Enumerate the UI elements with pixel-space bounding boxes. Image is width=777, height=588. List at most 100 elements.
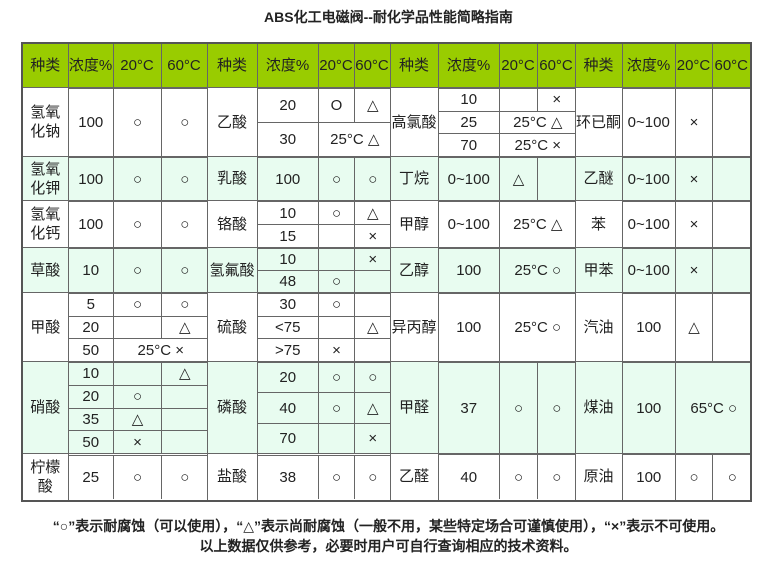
chemical-name: 氢氧化钙 — [21, 200, 69, 248]
rating-60c-cell — [161, 407, 208, 431]
value-row: 25 ○ ○ — [68, 454, 208, 499]
rating-20c-cell: ○ — [318, 157, 355, 200]
chemical-name: 盐酸 — [206, 453, 258, 501]
header-type: 种类 — [206, 42, 258, 88]
chemical-values: 37 ○ ○ — [437, 361, 576, 454]
chemical-name: 乳酸 — [206, 156, 258, 201]
concentration-cell: 70 — [438, 133, 500, 156]
chemical-name: 铬酸 — [206, 200, 258, 248]
rating-60c-cell — [712, 88, 752, 156]
chemical-values: 10 × 25 25°C △ 70 25°C × — [437, 87, 576, 157]
chemical-name: 氢氧化钠 — [21, 87, 69, 157]
values-subtable: 100 ○ ○ — [68, 157, 208, 200]
rating-20c-cell: × — [675, 248, 713, 292]
value-row: 100 △ — [622, 293, 752, 361]
rating-20c-cell — [318, 422, 355, 453]
header-concentration: 浓度% — [621, 42, 676, 88]
concentration-cell: 50 — [68, 338, 114, 361]
chemical-values: 100 ○ ○ — [67, 156, 208, 201]
chemical-name: 乙酸 — [206, 87, 258, 157]
chemical-name: 甲醛 — [389, 361, 439, 454]
value-row: 15 × — [257, 224, 391, 247]
chemical-values: 20 O △ 30 25°C △ — [256, 87, 391, 157]
chemical-values: 100 ○ ○ — [67, 87, 208, 157]
table-row: 氢氧化钙 100 ○ ○ 铬酸 10 ○ △ 15 × 甲醇 0~100 25°C △ 苯 0~100 × — [21, 200, 752, 248]
rating-20c-cell: ○ — [499, 362, 538, 453]
value-row: 20 △ — [68, 315, 208, 339]
rating-60c-cell: ○ — [354, 454, 391, 499]
temperature-merged-cell: 25°C × — [499, 133, 576, 156]
chemical-values: 100 △ — [621, 292, 752, 362]
value-row: 100 25°C ○ — [438, 293, 576, 361]
concentration-cell: 25 — [68, 454, 114, 499]
chemical-values: 25 ○ ○ — [67, 453, 208, 501]
rating-60c-cell: ○ — [161, 88, 208, 156]
rating-20c-cell: ○ — [318, 293, 355, 317]
chemical-name: 甲苯 — [574, 247, 623, 293]
chemical-values: 0~100 × — [621, 247, 752, 293]
chemical-name: 苯 — [574, 200, 623, 248]
rating-20c-cell: × — [675, 88, 713, 156]
rating-60c-cell: △ — [354, 200, 391, 225]
value-row: 10 ○ ○ — [68, 248, 208, 292]
table-row: 硝酸 10 △ 20 ○ 35 △ 50 × 磷酸 20 ○ ○ 40 ○ △ 70 × 甲醛 37 ○ ○ 煤油 100 65… — [21, 361, 752, 454]
value-row: 0~100 × — [622, 88, 752, 156]
temperature-merged-cell: 25°C △ — [499, 110, 576, 134]
chemical-values: 0~100 × — [621, 87, 752, 157]
concentration-cell: 10 — [438, 88, 500, 112]
header-60c: 60°C — [711, 42, 752, 88]
temperature-merged-cell: 25°C ○ — [499, 293, 576, 361]
values-subtable: 0~100 × — [622, 248, 752, 292]
concentration-cell: 10 — [257, 200, 319, 225]
rating-60c-cell: △ — [161, 362, 208, 386]
chemical-name: 草酸 — [21, 247, 69, 293]
rating-20c-cell: ○ — [113, 201, 162, 247]
header-type: 种类 — [574, 42, 623, 88]
values-subtable: 100 25°C ○ — [438, 248, 576, 292]
rating-60c-cell — [354, 338, 391, 361]
rating-20c-cell: ○ — [113, 157, 162, 200]
rating-60c-cell: × — [354, 247, 391, 271]
chemical-name: 异丙醇 — [389, 292, 439, 362]
values-subtable: 0~100 △ — [438, 157, 576, 200]
chemical-name: 硫酸 — [206, 292, 258, 362]
legend-text: “○”表示耐腐蚀（可以使用），“△”表示尚耐腐蚀（一般不用，某些特定场合可谨慎使… — [52, 518, 725, 534]
rating-60c-cell: ○ — [354, 361, 391, 393]
concentration-cell: 100 — [68, 157, 114, 200]
header-row: 种类 浓度% 20°C 60°C 种类 浓度% 20°C 60°C 种类 浓度% 20°C 60°C 种… — [21, 42, 752, 88]
values-subtable: 20 O △ 30 25°C △ — [257, 87, 391, 156]
rating-60c-cell: ○ — [537, 454, 576, 500]
rating-20c-cell — [318, 224, 355, 247]
concentration-cell: 0~100 — [438, 201, 500, 247]
concentration-cell: 10 — [68, 248, 114, 292]
value-row: 20 O △ — [257, 87, 391, 123]
chemical-values: 100 ○ ○ — [256, 156, 391, 201]
rating-20c-cell: △ — [499, 157, 538, 200]
chemical-values: 0~100 25°C △ — [437, 200, 576, 248]
values-subtable: 30 ○ <75 △ >75 × — [257, 293, 391, 361]
table-row: 草酸 10 ○ ○ 氢氟酸 10 × 48 ○ 乙醇 100 25°C ○ 甲苯 0~100 × — [21, 247, 752, 293]
values-subtable: 10 ○ ○ — [68, 248, 208, 292]
chemical-name: 环已酮 — [574, 87, 623, 157]
values-subtable: 37 ○ ○ — [438, 362, 576, 453]
chemical-values: 38 ○ ○ — [256, 453, 391, 501]
value-row: 35 △ — [68, 407, 208, 431]
rating-60c-cell: ○ — [712, 454, 752, 500]
chemical-name: 硝酸 — [21, 361, 69, 454]
value-row: 0~100 25°C △ — [438, 201, 576, 247]
value-row: 100 ○ ○ — [622, 454, 752, 500]
rating-20c-cell: ○ — [675, 454, 713, 500]
concentration-cell: 10 — [257, 247, 319, 271]
value-row: 100 25°C ○ — [438, 248, 576, 292]
values-subtable: 20 ○ ○ 40 ○ △ 70 × — [257, 361, 391, 453]
chemical-values: 5 ○ ○ 20 △ 50 25°C × — [67, 292, 208, 362]
rating-20c-cell: × — [675, 201, 713, 247]
concentration-cell: 15 — [257, 224, 319, 247]
chemical-name: 乙醇 — [389, 247, 439, 293]
rating-60c-cell — [712, 248, 752, 292]
rating-20c-cell — [499, 88, 538, 112]
rating-60c-cell — [354, 293, 391, 317]
value-row: 10 × — [438, 88, 576, 112]
rating-60c-cell: ○ — [537, 362, 576, 453]
value-row: 10 ○ △ — [257, 200, 391, 225]
